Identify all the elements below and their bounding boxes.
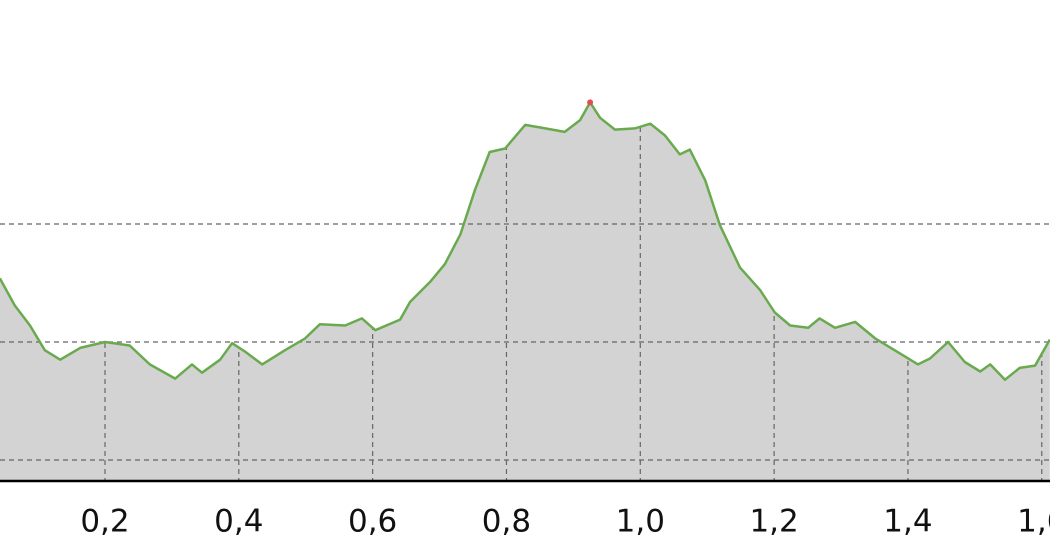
- x-tick-label: 1,2: [749, 504, 798, 540]
- x-tick-label: 0,2: [80, 504, 129, 540]
- x-tick-label: 0,6: [348, 504, 397, 540]
- x-tick-label: 1,6: [1017, 504, 1050, 540]
- x-tick-label: 1,4: [883, 504, 932, 540]
- max-marker: [587, 99, 594, 106]
- area-fill: [0, 102, 1050, 481]
- x-tick-label: 0,4: [214, 504, 263, 540]
- x-tick-label: 0,8: [482, 504, 531, 540]
- elevation-line: [0, 101, 1050, 381]
- x-tick-label: 1,0: [616, 504, 665, 540]
